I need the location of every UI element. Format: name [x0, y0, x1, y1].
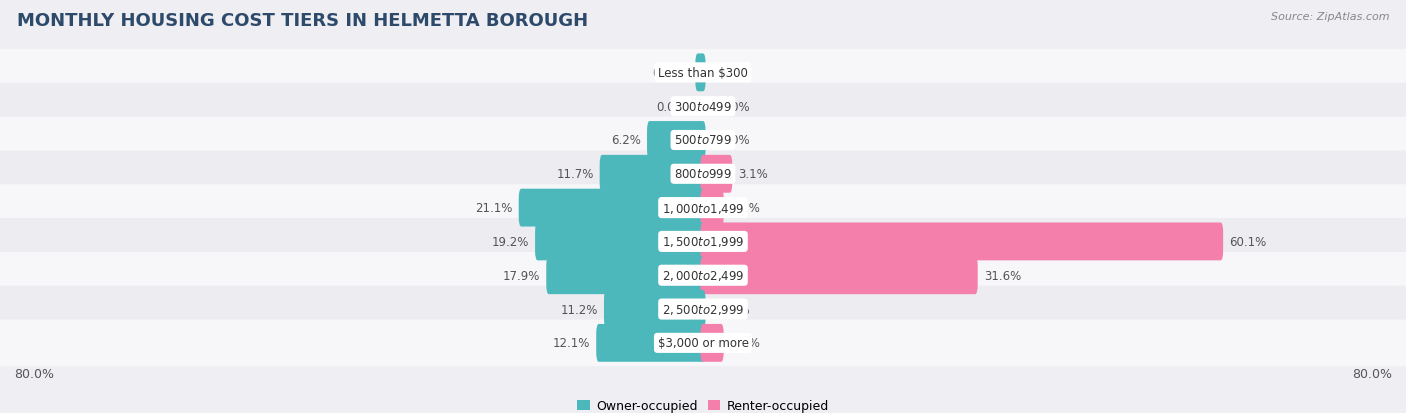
Text: 0.0%: 0.0%: [720, 100, 749, 114]
FancyBboxPatch shape: [700, 189, 724, 227]
FancyBboxPatch shape: [596, 324, 706, 362]
Text: $3,000 or more: $3,000 or more: [658, 337, 748, 349]
Text: $500 to $799: $500 to $799: [673, 134, 733, 147]
Text: 6.2%: 6.2%: [612, 134, 641, 147]
FancyBboxPatch shape: [0, 83, 1406, 130]
FancyBboxPatch shape: [700, 256, 977, 294]
Text: $1,500 to $1,999: $1,500 to $1,999: [662, 235, 744, 249]
Text: 0.0%: 0.0%: [657, 100, 686, 114]
FancyBboxPatch shape: [0, 252, 1406, 299]
Text: 80.0%: 80.0%: [14, 367, 53, 380]
Text: 11.2%: 11.2%: [561, 303, 598, 316]
FancyBboxPatch shape: [0, 320, 1406, 366]
Text: 60.1%: 60.1%: [1229, 235, 1267, 248]
FancyBboxPatch shape: [599, 155, 706, 193]
Text: $2,500 to $2,999: $2,500 to $2,999: [662, 302, 744, 316]
Text: $1,000 to $1,499: $1,000 to $1,499: [662, 201, 744, 215]
Text: 3.1%: 3.1%: [738, 168, 768, 181]
FancyBboxPatch shape: [519, 189, 706, 227]
FancyBboxPatch shape: [700, 155, 733, 193]
FancyBboxPatch shape: [0, 185, 1406, 231]
Text: 0.59%: 0.59%: [652, 66, 689, 80]
Text: Less than $300: Less than $300: [658, 66, 748, 80]
Text: 2.1%: 2.1%: [730, 337, 759, 349]
Text: 2.1%: 2.1%: [730, 202, 759, 215]
FancyBboxPatch shape: [696, 54, 706, 92]
Text: 21.1%: 21.1%: [475, 202, 513, 215]
Text: Source: ZipAtlas.com: Source: ZipAtlas.com: [1271, 12, 1389, 22]
FancyBboxPatch shape: [536, 223, 706, 261]
Text: 31.6%: 31.6%: [984, 269, 1021, 282]
Text: 19.2%: 19.2%: [492, 235, 529, 248]
Text: MONTHLY HOUSING COST TIERS IN HELMETTA BOROUGH: MONTHLY HOUSING COST TIERS IN HELMETTA B…: [17, 12, 588, 30]
Text: $300 to $499: $300 to $499: [673, 100, 733, 114]
Text: 11.7%: 11.7%: [557, 168, 593, 181]
Text: $2,000 to $2,499: $2,000 to $2,499: [662, 268, 744, 282]
FancyBboxPatch shape: [700, 223, 1223, 261]
Legend: Owner-occupied, Renter-occupied: Owner-occupied, Renter-occupied: [572, 394, 834, 413]
FancyBboxPatch shape: [700, 324, 724, 362]
Text: 80.0%: 80.0%: [1353, 367, 1392, 380]
FancyBboxPatch shape: [0, 117, 1406, 164]
FancyBboxPatch shape: [0, 151, 1406, 198]
Text: 12.1%: 12.1%: [553, 337, 591, 349]
FancyBboxPatch shape: [547, 256, 706, 294]
Text: 0.0%: 0.0%: [720, 303, 749, 316]
FancyBboxPatch shape: [0, 286, 1406, 332]
Text: $800 to $999: $800 to $999: [673, 168, 733, 181]
FancyBboxPatch shape: [647, 122, 706, 159]
FancyBboxPatch shape: [0, 50, 1406, 97]
Text: 0.0%: 0.0%: [720, 134, 749, 147]
Text: 0.0%: 0.0%: [720, 66, 749, 80]
FancyBboxPatch shape: [605, 290, 706, 328]
FancyBboxPatch shape: [0, 218, 1406, 265]
Text: 17.9%: 17.9%: [503, 269, 540, 282]
